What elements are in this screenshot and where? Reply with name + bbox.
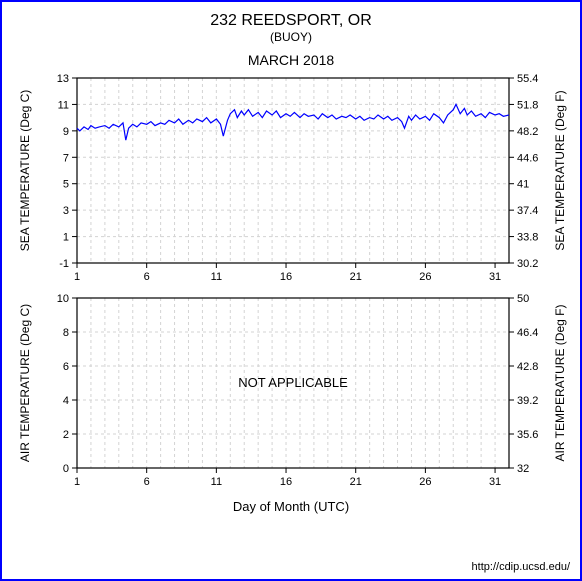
svg-text:1: 1	[63, 232, 69, 244]
svg-text:6: 6	[144, 476, 150, 488]
footer-url: http://cdip.ucsd.edu/	[472, 561, 570, 573]
svg-text:3: 3	[63, 205, 69, 217]
svg-text:1: 1	[74, 476, 80, 488]
figure-border: 232 REEDSPORT, OR (BUOY) MARCH 2018 1611…	[0, 0, 582, 581]
svg-text:4: 4	[63, 395, 69, 407]
svg-text:NOT APPLICABLE: NOT APPLICABLE	[238, 375, 348, 390]
svg-text:30.2: 30.2	[517, 258, 538, 270]
svg-text:6: 6	[63, 361, 69, 373]
svg-text:AIR TEMPERATURE (Deg F): AIR TEMPERATURE (Deg F)	[553, 305, 567, 462]
svg-text:31: 31	[489, 476, 501, 488]
svg-text:51.8: 51.8	[517, 99, 538, 111]
month-title: MARCH 2018	[2, 52, 580, 68]
svg-text:5: 5	[63, 179, 69, 191]
title-block: 232 REEDSPORT, OR (BUOY) MARCH 2018	[2, 2, 580, 68]
station-subtitle: (BUOY)	[2, 30, 580, 44]
svg-text:2: 2	[63, 429, 69, 441]
svg-text:10: 10	[57, 293, 69, 305]
svg-text:1: 1	[74, 271, 80, 283]
air-temperature-chart: 16111621263102468103235.639.242.846.450A…	[2, 288, 580, 493]
svg-text:35.6: 35.6	[517, 429, 538, 441]
svg-text:33.8: 33.8	[517, 232, 538, 244]
svg-text:48.2: 48.2	[517, 126, 538, 138]
svg-text:50: 50	[517, 293, 529, 305]
svg-text:16: 16	[280, 476, 292, 488]
svg-text:16: 16	[280, 271, 292, 283]
sea-temperature-chart: 161116212631-113579111330.233.837.44144.…	[2, 68, 580, 288]
svg-text:31: 31	[489, 271, 501, 283]
svg-text:32: 32	[517, 463, 529, 475]
svg-text:SEA TEMPERATURE (Deg F): SEA TEMPERATURE (Deg F)	[553, 90, 567, 250]
svg-text:6: 6	[144, 271, 150, 283]
svg-text:21: 21	[350, 476, 362, 488]
svg-text:9: 9	[63, 126, 69, 138]
svg-text:44.6: 44.6	[517, 152, 538, 164]
svg-text:55.4: 55.4	[517, 73, 538, 85]
svg-text:39.2: 39.2	[517, 395, 538, 407]
svg-text:42.8: 42.8	[517, 361, 538, 373]
svg-text:11: 11	[58, 99, 69, 111]
svg-text:0: 0	[63, 463, 69, 475]
svg-text:21: 21	[350, 271, 362, 283]
svg-text:11: 11	[211, 476, 222, 488]
svg-text:11: 11	[211, 271, 222, 283]
station-title: 232 REEDSPORT, OR	[2, 12, 580, 30]
svg-text:37.4: 37.4	[517, 205, 538, 217]
svg-text:41: 41	[517, 179, 529, 191]
svg-text:7: 7	[63, 152, 69, 164]
svg-text:8: 8	[63, 327, 69, 339]
svg-text:SEA TEMPERATURE (Deg C): SEA TEMPERATURE (Deg C)	[18, 90, 32, 252]
svg-text:26: 26	[419, 476, 431, 488]
svg-text:13: 13	[57, 73, 69, 85]
svg-text:46.4: 46.4	[517, 327, 538, 339]
x-axis-title: Day of Month (UTC)	[2, 499, 580, 514]
svg-text:AIR TEMPERATURE (Deg C): AIR TEMPERATURE (Deg C)	[18, 304, 32, 462]
svg-text:-1: -1	[59, 258, 69, 270]
svg-text:26: 26	[419, 271, 431, 283]
